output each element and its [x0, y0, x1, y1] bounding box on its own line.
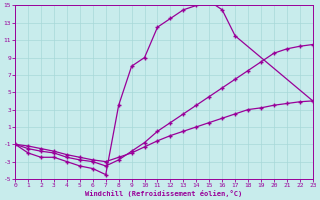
- X-axis label: Windchill (Refroidissement éolien,°C): Windchill (Refroidissement éolien,°C): [85, 190, 243, 197]
